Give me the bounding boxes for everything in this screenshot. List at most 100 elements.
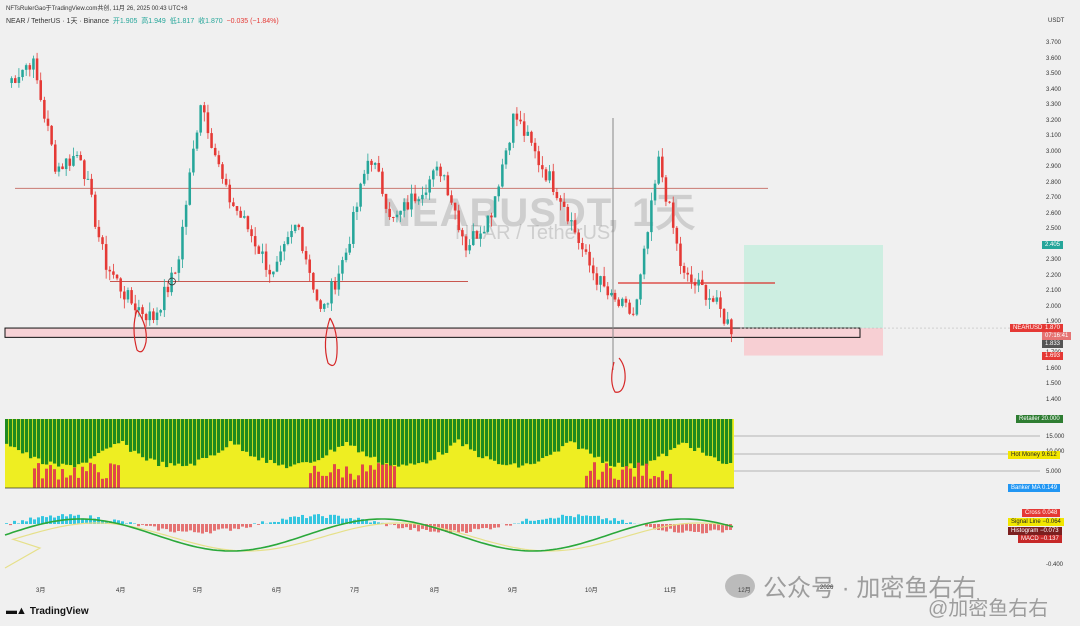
candle-body [555,191,559,199]
retailer-bar [489,419,493,460]
candle-body [75,154,79,156]
time-tick: 3月 [36,588,46,594]
axis-unit: USDT [1048,18,1065,24]
candle-body [377,162,381,172]
retailer-bar [65,419,69,465]
retailer-bar [73,419,77,468]
candle-body [104,244,108,270]
candle-body [352,211,355,244]
retailer-bar [301,419,305,463]
candle-body [588,251,591,266]
retailer-bar [601,419,605,463]
macd-histogram-bar [697,524,700,532]
macd-histogram-bar [701,524,704,534]
macd-histogram-bar [489,524,492,530]
candle-body [624,298,628,303]
retailer-bar [613,419,617,467]
candle-body [133,303,137,311]
handdrawn-circle [324,317,338,366]
candle-body [584,249,588,252]
macd-histogram-bar [597,515,600,524]
retailer-bar [497,419,501,465]
candle-body [650,200,653,233]
candle-body [602,276,606,287]
candle-body [461,230,464,237]
retailer-bar [321,419,325,458]
candle-body [446,175,450,196]
candle-body [515,113,519,120]
retailer-bar [41,419,45,465]
candle-body [606,286,610,296]
retailer-bar [561,419,565,447]
candle-body [410,193,413,210]
price-tick: 3.500 [1046,71,1062,78]
macd-histogram-bar [221,524,224,529]
candle-body [250,229,253,237]
time-tick: 9月 [508,588,518,594]
candle-body [653,183,657,201]
candle-body [28,65,32,70]
price-tick: 2.900 [1046,164,1062,171]
macd-histogram-bar [713,524,716,530]
macd-histogram-bar [401,524,404,529]
hot-money-bar [33,468,36,488]
candle-body [275,261,279,272]
hot-money-bar [333,464,336,488]
macd-histogram-bar [565,515,568,524]
retailer-bar [121,419,125,441]
retailer-bar [673,419,677,449]
retailer-bar [693,419,697,452]
candle-body [595,273,599,285]
indicator-tick: 15.000 [1046,434,1065,440]
retailer-bar [281,419,285,465]
retailer-bar [581,419,585,449]
hot-money-bar [337,469,340,488]
retailer-bar [469,419,473,450]
candle-body [559,198,562,202]
candle-body [130,290,133,304]
candle-body [453,202,457,211]
candle-body [195,132,199,149]
candle-body [617,299,620,306]
hot-money-bar [313,465,316,488]
candle-body [330,281,333,304]
open-value: 开1.905 [112,18,138,25]
candle-body [475,231,479,239]
candle-body [239,210,242,218]
macd-histogram-bar [533,520,536,524]
retailer-bar [97,419,101,454]
retailer-bar [193,419,197,466]
hot-money-bar [597,479,600,488]
hot-money-label: Hot Money 9.612 [1008,451,1060,459]
hot-money-bar [81,466,84,488]
retailer-bar [573,419,577,443]
retailer-bar [85,419,89,463]
retailer-bar [201,419,205,458]
price-tick: 2.100 [1046,288,1062,295]
retailer-bar [689,419,693,449]
tradingview-brand[interactable]: ▬▲ TradingView [6,605,89,617]
symbol-title: NEAR / TetherUS · 1天 · Binance 开1.905 高1… [6,16,279,26]
macd-histogram-bar [193,524,196,533]
price-tick: 2.700 [1046,195,1062,202]
candle-body [279,251,282,262]
macd-histogram-bar [441,524,444,531]
retailer-bar [337,419,341,447]
macd-histogram-bar [197,524,200,533]
candle-body [213,147,217,156]
candle-body [406,202,410,210]
retailer-bar [533,419,537,464]
macd-histogram-bar [605,518,608,524]
hot-money-bar [633,476,636,488]
candle-body [392,217,395,219]
wechat-account: 公众号 · 加密鱼右右 [763,575,977,602]
macd-histogram-bar [145,524,148,526]
retailer-bar [625,419,629,468]
macd-histogram-bar [585,515,588,524]
macd-histogram-bar [469,524,472,532]
retailer-bar [309,419,313,463]
retailer-bar [177,419,181,464]
macd-histogram-bar [177,524,180,532]
retailer-bar [517,419,521,468]
